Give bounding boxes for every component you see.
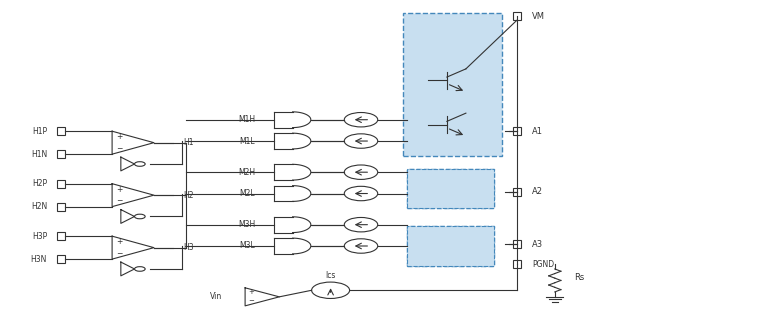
Text: +: + bbox=[249, 289, 254, 295]
Text: H1P: H1P bbox=[32, 127, 47, 136]
Circle shape bbox=[344, 239, 378, 253]
Circle shape bbox=[135, 214, 145, 219]
Circle shape bbox=[135, 267, 145, 271]
Circle shape bbox=[344, 113, 378, 127]
Text: Ics: Ics bbox=[325, 271, 336, 280]
Text: Vin: Vin bbox=[210, 292, 222, 301]
FancyBboxPatch shape bbox=[407, 226, 494, 266]
Text: H3: H3 bbox=[182, 243, 193, 252]
FancyBboxPatch shape bbox=[407, 226, 494, 266]
Text: M2H: M2H bbox=[238, 168, 255, 177]
Text: M2L: M2L bbox=[239, 189, 255, 198]
Circle shape bbox=[312, 282, 350, 298]
Text: H2: H2 bbox=[182, 191, 193, 200]
Text: H2N: H2N bbox=[31, 202, 47, 211]
Text: +: + bbox=[116, 133, 123, 141]
FancyBboxPatch shape bbox=[407, 169, 494, 208]
Text: A2: A2 bbox=[532, 187, 543, 196]
Circle shape bbox=[344, 165, 378, 179]
Text: −: − bbox=[116, 196, 123, 205]
Circle shape bbox=[344, 134, 378, 148]
Circle shape bbox=[344, 186, 378, 201]
Text: M3L: M3L bbox=[239, 241, 255, 251]
Text: A1: A1 bbox=[532, 127, 543, 136]
FancyBboxPatch shape bbox=[403, 13, 502, 156]
Text: H3P: H3P bbox=[32, 232, 47, 241]
Text: +: + bbox=[116, 237, 123, 246]
Text: −: − bbox=[116, 249, 123, 258]
Text: H3N: H3N bbox=[30, 255, 47, 264]
Text: A3: A3 bbox=[532, 240, 543, 249]
Text: H1N: H1N bbox=[31, 150, 47, 159]
Text: M1L: M1L bbox=[239, 136, 255, 146]
Text: −: − bbox=[249, 298, 254, 304]
Text: VM: VM bbox=[532, 12, 545, 21]
Circle shape bbox=[135, 162, 145, 166]
Text: PGND: PGND bbox=[532, 259, 554, 269]
Text: M1H: M1H bbox=[238, 115, 255, 124]
Text: Rs: Rs bbox=[574, 273, 584, 282]
Text: +: + bbox=[116, 185, 123, 194]
Text: H2P: H2P bbox=[32, 179, 47, 188]
FancyBboxPatch shape bbox=[407, 169, 494, 208]
Text: M3H: M3H bbox=[238, 220, 255, 229]
Text: H1: H1 bbox=[182, 138, 193, 147]
Circle shape bbox=[344, 217, 378, 232]
Text: −: − bbox=[116, 144, 123, 153]
